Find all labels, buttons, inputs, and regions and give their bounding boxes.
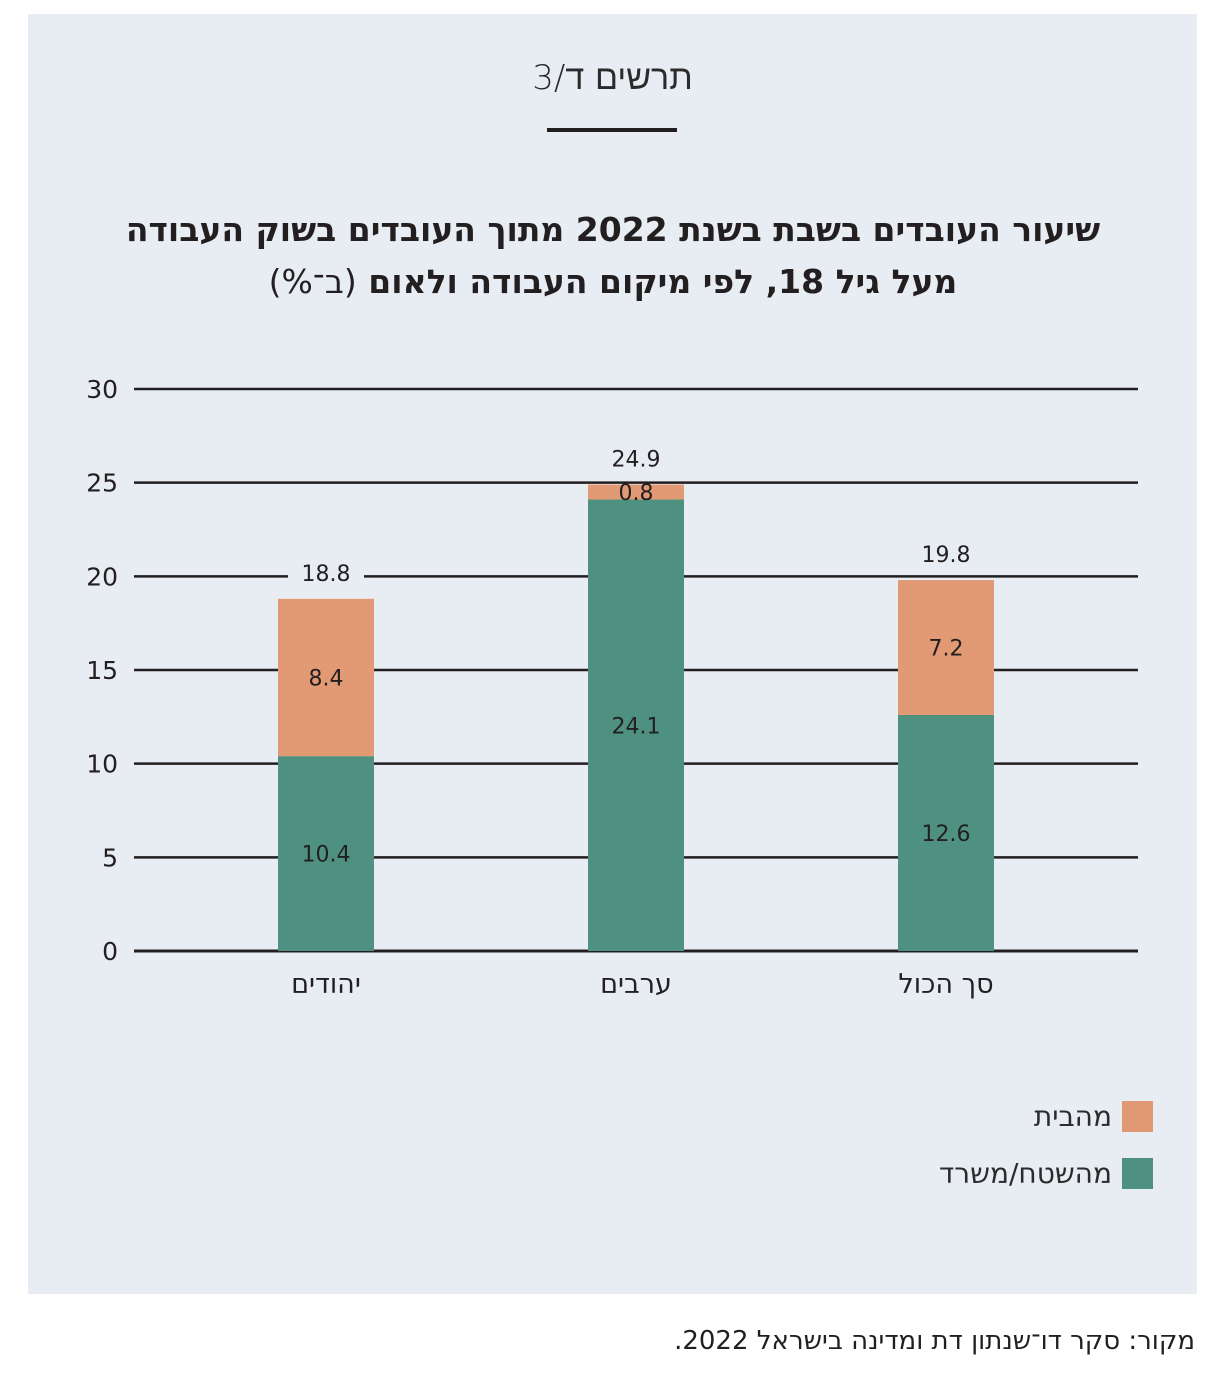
- legend-label-office: מהשטח/משרד: [939, 1157, 1112, 1190]
- legend-item-home: מהבית: [1034, 1100, 1153, 1133]
- bar-segment-home: [588, 484, 684, 500]
- segment-value-office: 10.4: [302, 843, 351, 868]
- segment-value-home: 8.4: [309, 666, 344, 691]
- segment-value-home: 0.8: [619, 481, 654, 506]
- title-line-1: שיעור העובדים בשבת בשנת 2022 מתוך העובדי…: [125, 210, 1101, 249]
- legend-item-office: מהשטח/משרד: [939, 1157, 1153, 1190]
- x-category-label: יהודים: [291, 969, 361, 1000]
- stacked-bar-chart: 0 5 10 15 20 25 30 18.8 10.4 8.4 יהודים 24.9 24.1 0.8…: [86, 375, 1138, 1000]
- y-tick-label: 5: [102, 843, 118, 872]
- bar-segment-home: [278, 598, 374, 757]
- y-tick-label: 30: [86, 375, 118, 404]
- legend-label-home: מהבית: [1033, 1100, 1112, 1133]
- figure-label: תרשים ד/3: [532, 58, 693, 98]
- legend-swatch-home: [1122, 1101, 1153, 1132]
- title-line-2: מעל גיל 18, לפי מיקום העבודה ולאום (ב־%): [68, 256, 1158, 308]
- total-value-label: 18.8: [302, 562, 351, 587]
- source-note: מקור: סקר דו־שנתון דת ומדינה בישראל 2022…: [674, 1326, 1195, 1356]
- chart-panel: תרשים ד/3 שיעור העובדים בשבת בשנת 2022 מ…: [28, 14, 1197, 1294]
- y-tick-label: 20: [86, 562, 118, 591]
- total-label-background: [288, 559, 364, 588]
- title-unit: (ב־%): [268, 262, 357, 301]
- y-tick-label: 15: [86, 656, 118, 685]
- total-value-label: 24.9: [612, 448, 661, 473]
- total-label-background: [598, 445, 674, 474]
- segment-value-office: 12.6: [922, 822, 971, 847]
- title-text: מעל גיל 18, לפי מיקום העבודה ולאום: [368, 262, 958, 301]
- total-value-label: 19.8: [922, 543, 971, 568]
- legend-swatch-office: [1122, 1158, 1153, 1189]
- title-divider: [547, 128, 677, 132]
- x-category-label: סך הכול: [898, 969, 993, 1000]
- bar-segment-office: [898, 714, 994, 951]
- y-tick-label: 0: [102, 937, 118, 966]
- bar-segment-home: [898, 580, 994, 715]
- chart-title: שיעור העובדים בשבת בשנת 2022 מתוך העובדי…: [68, 204, 1158, 308]
- total-label-background: [908, 541, 984, 570]
- y-tick-label: 10: [86, 750, 118, 779]
- segment-value-office: 24.1: [612, 714, 661, 739]
- bar-segment-office: [278, 756, 374, 951]
- x-category-label: ערבים: [600, 969, 672, 1000]
- segment-value-home: 7.2: [929, 637, 964, 662]
- bar-segment-office: [588, 499, 684, 951]
- y-tick-label: 25: [86, 469, 118, 498]
